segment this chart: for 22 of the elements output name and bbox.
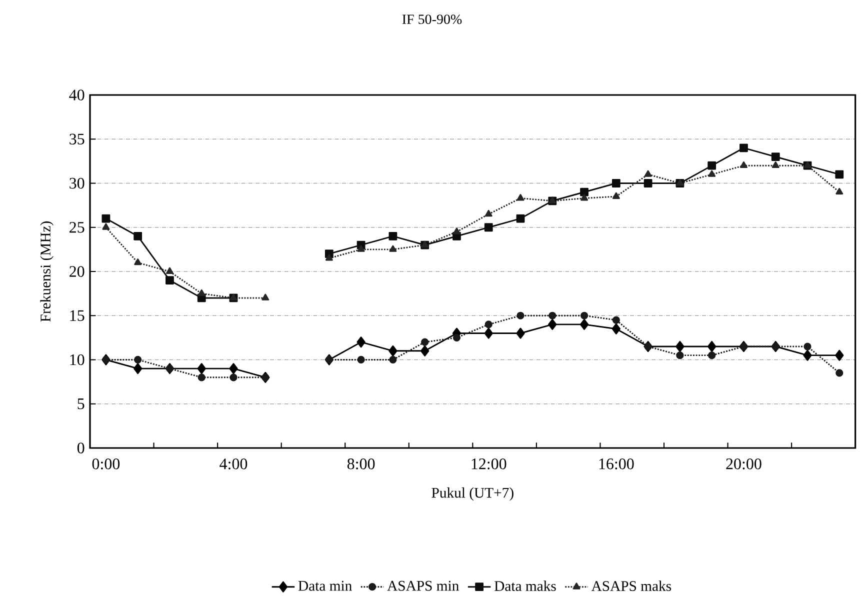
- legend-label: ASAPS maks: [591, 580, 672, 591]
- x-tick-label: 16:00: [599, 458, 634, 470]
- chart-title: IF 50-90%: [402, 14, 462, 24]
- x-axis-title: Pukul (UT+7): [432, 487, 514, 501]
- x-tick-label: 20:00: [726, 458, 762, 470]
- legend-label: Data min: [298, 580, 352, 591]
- x-tick-label: 8:00: [347, 458, 375, 470]
- y-tick-label: 10: [70, 354, 84, 366]
- y-tick-label: 20: [70, 266, 84, 277]
- legend-label: ASAPS min: [387, 580, 459, 591]
- x-tick-label: 0:00: [92, 458, 120, 470]
- x-tick-label: 4:00: [220, 458, 248, 470]
- x-tick-label: 12:00: [472, 458, 506, 470]
- y-tick-label: 25: [70, 222, 84, 233]
- y-tick-label: 30: [70, 178, 84, 189]
- legend-label: Data maks: [494, 580, 556, 591]
- y-tick-label: 0: [77, 442, 84, 454]
- y-tick-label: 5: [78, 398, 84, 410]
- y-tick-label: 40: [69, 90, 84, 100]
- y-tick-label: 35: [70, 134, 84, 144]
- y-axis-title: Frekuensi (MHz): [40, 221, 54, 322]
- y-tick-label: 15: [70, 310, 84, 321]
